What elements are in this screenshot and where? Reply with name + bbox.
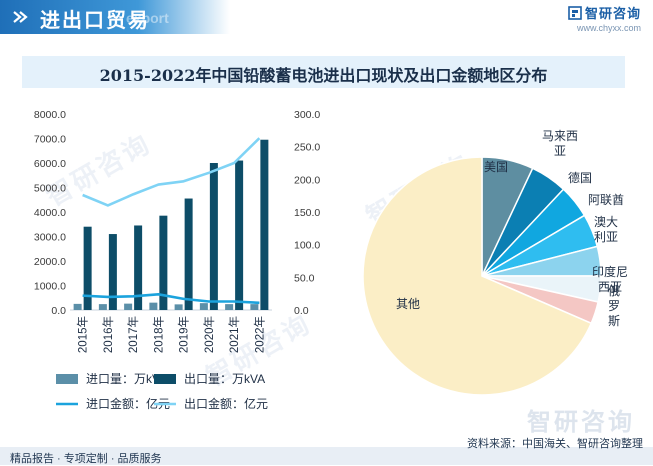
pie-label: 马来西亚	[542, 129, 578, 158]
x-tick-label: 2016年	[101, 316, 115, 353]
y-tick-label: 8000.0	[34, 109, 66, 121]
combo-lines	[82, 137, 261, 305]
y-tick-label: 3000.0	[34, 232, 66, 244]
legend-swatch	[56, 374, 78, 384]
import-volume-bar	[174, 304, 183, 310]
y2-tick-label: 300.0	[294, 109, 320, 121]
pie-slices	[362, 156, 602, 396]
pie-label: 澳大利亚	[594, 215, 618, 244]
export-volume-bar	[134, 225, 143, 310]
import-volume-bar	[149, 302, 158, 310]
pie-label: 俄罗斯	[608, 284, 620, 328]
x-tick-label: 2019年	[177, 316, 191, 353]
export-volume-bar	[209, 163, 218, 310]
y2-tick-label: 50.0	[294, 272, 315, 284]
y-tick-label: 1000.0	[34, 281, 66, 293]
combo-legend: 进口量：万kVA 出口量：万kVA 进口金额：亿元 出口金额：亿元	[56, 372, 268, 411]
legend-label: 出口金额：亿元	[184, 396, 268, 411]
combo-bars	[73, 139, 269, 310]
x-tick-label: 2022年	[252, 316, 266, 353]
legend-label: 出口量：万kVA	[184, 372, 265, 386]
export-volume-bar	[159, 215, 168, 310]
import-volume-bar	[199, 303, 208, 310]
y-tick-label: 7000.0	[34, 134, 66, 146]
y2-tick-label: 200.0	[294, 174, 320, 186]
export-volume-bar	[184, 198, 193, 310]
page-footer: 精品报告 · 专项定制 · 品质服务 资料来源：中国海关、智研咨询整理	[0, 438, 653, 465]
export-volume-bar	[260, 139, 269, 310]
pie-slice	[362, 156, 593, 396]
pie-label: 美国	[484, 160, 508, 174]
legend-label: 进口金额：亿元	[86, 396, 170, 411]
double-chevron-icon	[13, 11, 28, 23]
legend-label: 进口量：万kVA	[86, 372, 167, 386]
x-tick-label: 2021年	[227, 316, 241, 353]
brand-logo-icon	[568, 6, 582, 20]
header-subtitle: export	[126, 10, 169, 26]
pie-label: 印度尼西亚	[592, 264, 628, 294]
y-tick-label: 4000.0	[34, 207, 66, 219]
y-tick-label: 0.0	[51, 305, 66, 317]
y2-tick-label: 100.0	[294, 240, 320, 252]
pie-label: 其他	[396, 297, 420, 311]
header-bar	[0, 0, 230, 34]
x-tick-label: 2020年	[202, 316, 216, 353]
import-volume-bar	[250, 304, 259, 310]
brand-name: 智研咨询	[584, 6, 641, 21]
pie-label: 阿联酋	[588, 192, 624, 207]
legend-swatch	[154, 374, 176, 384]
chart-title-box: 2015-2022年中国铅酸蓄电池进出口现状及出口金额地区分布	[22, 56, 625, 88]
chart-title: 2015-2022年中国铅酸蓄电池进出口现状及出口金额地区分布	[99, 66, 548, 85]
y2-tick-label: 250.0	[294, 142, 320, 154]
export-volume-bar	[235, 160, 244, 310]
combo-chart: 0.0 1000.0 2000.0 3000.0 4000.0 5000.0 6000.0 7…	[34, 109, 321, 411]
import-volume-bar	[98, 304, 107, 310]
y-tick-label: 5000.0	[34, 183, 66, 195]
brand-name-row: 智研咨询	[568, 3, 641, 22]
import-volume-bar	[124, 303, 133, 310]
page-header: 进出口贸易 export 智研咨询 www.chyxx.com	[0, 0, 653, 34]
import-volume-bar	[73, 303, 82, 310]
brand: 智研咨询 www.chyxx.com	[568, 3, 641, 33]
bottom-brand-watermark: 智研咨询	[527, 409, 635, 436]
brand-url: www.chyxx.com	[576, 23, 641, 33]
pie-label: 德国	[568, 170, 592, 185]
export-amount-line	[82, 137, 261, 207]
y2-tick-label: 150.0	[294, 207, 320, 219]
header-title: 进出口贸易	[40, 10, 150, 32]
export-volume-bar	[83, 226, 92, 310]
y2-tick-label: 0.0	[294, 305, 309, 317]
footer-slogan: 精品报告 · 专项定制 · 品质服务	[10, 453, 162, 465]
x-tick-label: 2015年	[76, 316, 90, 353]
combo-labels: 0.0 1000.0 2000.0 3000.0 4000.0 5000.0 6000.0 7…	[34, 109, 321, 353]
y-tick-label: 2000.0	[34, 256, 66, 268]
y-tick-label: 6000.0	[34, 158, 66, 170]
import-volume-bar	[225, 304, 234, 310]
import-amount-line	[82, 293, 260, 305]
x-tick-label: 2018年	[151, 316, 165, 353]
export-volume-bar	[108, 234, 117, 310]
footer-source: 资料来源：中国海关、智研咨询整理	[467, 438, 643, 450]
x-tick-label: 2017年	[126, 316, 140, 353]
